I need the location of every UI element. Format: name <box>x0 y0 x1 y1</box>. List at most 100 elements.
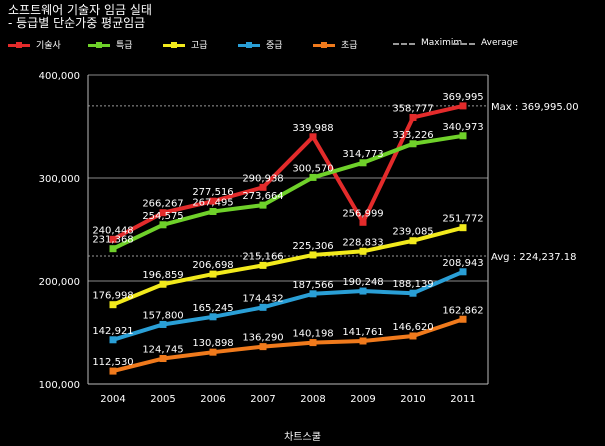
data-point <box>459 315 467 323</box>
data-label: 174,432 <box>242 293 283 304</box>
data-point <box>359 247 367 255</box>
data-label: 267,495 <box>192 197 233 208</box>
chart-title: 소프트웨어 기술자 임금 실태 - 등급별 단순가중 평균임금 <box>8 4 152 30</box>
legend-item: 중급 <box>238 38 283 51</box>
data-label: 208,943 <box>442 258 483 269</box>
data-label: 141,761 <box>342 327 383 338</box>
series-line <box>112 269 464 342</box>
data-point <box>309 290 317 298</box>
reference-label: Avg : 224,237.18 <box>491 252 577 263</box>
x-tick-label: 2009 <box>350 394 375 405</box>
x-tick-label: 2007 <box>250 394 275 405</box>
data-label: 124,745 <box>142 345 183 356</box>
data-point <box>259 303 267 311</box>
data-point <box>259 201 267 209</box>
legend-item: Maximim <box>393 38 462 48</box>
data-label: 188,139 <box>392 279 433 290</box>
y-tick-label: 400,000 <box>39 71 80 82</box>
data-label: 339,988 <box>292 123 333 134</box>
data-label: 369,995 <box>442 92 483 103</box>
data-point <box>109 245 117 253</box>
legend-swatch <box>163 40 185 50</box>
data-label: 215,166 <box>242 251 283 262</box>
x-tick-label: 2008 <box>300 394 325 405</box>
data-label: 340,973 <box>442 122 483 133</box>
data-label: 146,620 <box>392 322 433 333</box>
data-label: 256,999 <box>342 208 383 219</box>
x-tick-label: 2005 <box>150 394 175 405</box>
data-label: 300,570 <box>292 163 333 174</box>
data-label: 273,664 <box>242 191 283 202</box>
data-label: 225,306 <box>292 241 333 252</box>
data-point <box>259 343 267 351</box>
data-label: 251,772 <box>442 214 483 225</box>
data-label: 314,773 <box>342 149 383 160</box>
legend-label: Average <box>481 38 518 48</box>
x-tick-label: 2011 <box>450 394 475 405</box>
data-label: 254,575 <box>142 211 183 222</box>
reference-label: Max : 369,995.00 <box>491 102 579 113</box>
data-label: 112,530 <box>92 357 133 368</box>
data-label: 165,245 <box>192 303 233 314</box>
data-label: 130,898 <box>192 338 233 349</box>
data-point <box>109 336 117 344</box>
data-label: 333,226 <box>392 130 433 141</box>
data-label: 240,448 <box>92 225 133 236</box>
data-point <box>159 280 167 288</box>
data-label: 266,267 <box>142 199 183 210</box>
data-point <box>409 140 417 148</box>
data-label: 157,800 <box>142 310 183 321</box>
legend-item: 초급 <box>313 38 358 51</box>
data-label: 290,938 <box>242 173 283 184</box>
data-label: 206,698 <box>192 260 233 271</box>
data-label: 187,566 <box>292 280 333 291</box>
data-point <box>459 224 467 232</box>
legend-swatch <box>313 40 335 50</box>
legend-swatch <box>8 40 30 50</box>
data-label: 358,777 <box>392 103 433 114</box>
data-label: 190,248 <box>342 277 383 288</box>
series-line <box>112 317 464 374</box>
data-point <box>109 235 117 243</box>
y-tick-label: 300,000 <box>39 174 80 185</box>
data-point <box>259 183 267 191</box>
data-point <box>159 221 167 229</box>
data-point <box>309 339 317 347</box>
data-point <box>409 113 417 121</box>
data-point <box>359 337 367 345</box>
legend-item: 고급 <box>163 38 208 51</box>
data-point <box>209 313 217 321</box>
data-point <box>459 102 467 110</box>
legend-label: Maximim <box>421 38 463 48</box>
data-point <box>159 209 167 217</box>
data-point <box>459 268 467 276</box>
title-line-1: 소프트웨어 기술자 임금 실태 <box>8 3 152 17</box>
data-label: 136,290 <box>242 333 283 344</box>
legend-label: 고급 <box>191 41 208 51</box>
data-label: 140,198 <box>292 329 333 340</box>
legend-swatch <box>88 40 110 50</box>
legend-swatch <box>453 38 475 48</box>
data-point <box>359 218 367 226</box>
data-point <box>209 348 217 356</box>
data-label: 196,859 <box>142 270 183 281</box>
series-line <box>112 133 464 251</box>
data-point <box>359 159 367 167</box>
data-point <box>159 320 167 328</box>
legend-label: 기술사 <box>36 41 61 51</box>
data-point <box>109 301 117 309</box>
x-tick-label: 2004 <box>100 394 125 405</box>
data-point <box>309 133 317 141</box>
legend-swatch <box>393 38 415 48</box>
y-tick-label: 200,000 <box>39 277 80 288</box>
x-tick-label: 2006 <box>200 394 225 405</box>
legend-item: 기술사 <box>8 38 61 51</box>
series-line <box>112 103 464 242</box>
series-line <box>112 225 464 307</box>
data-point <box>359 287 367 295</box>
data-point <box>209 197 217 205</box>
data-point <box>209 270 217 278</box>
data-point <box>459 132 467 140</box>
data-label: 142,921 <box>92 326 133 337</box>
